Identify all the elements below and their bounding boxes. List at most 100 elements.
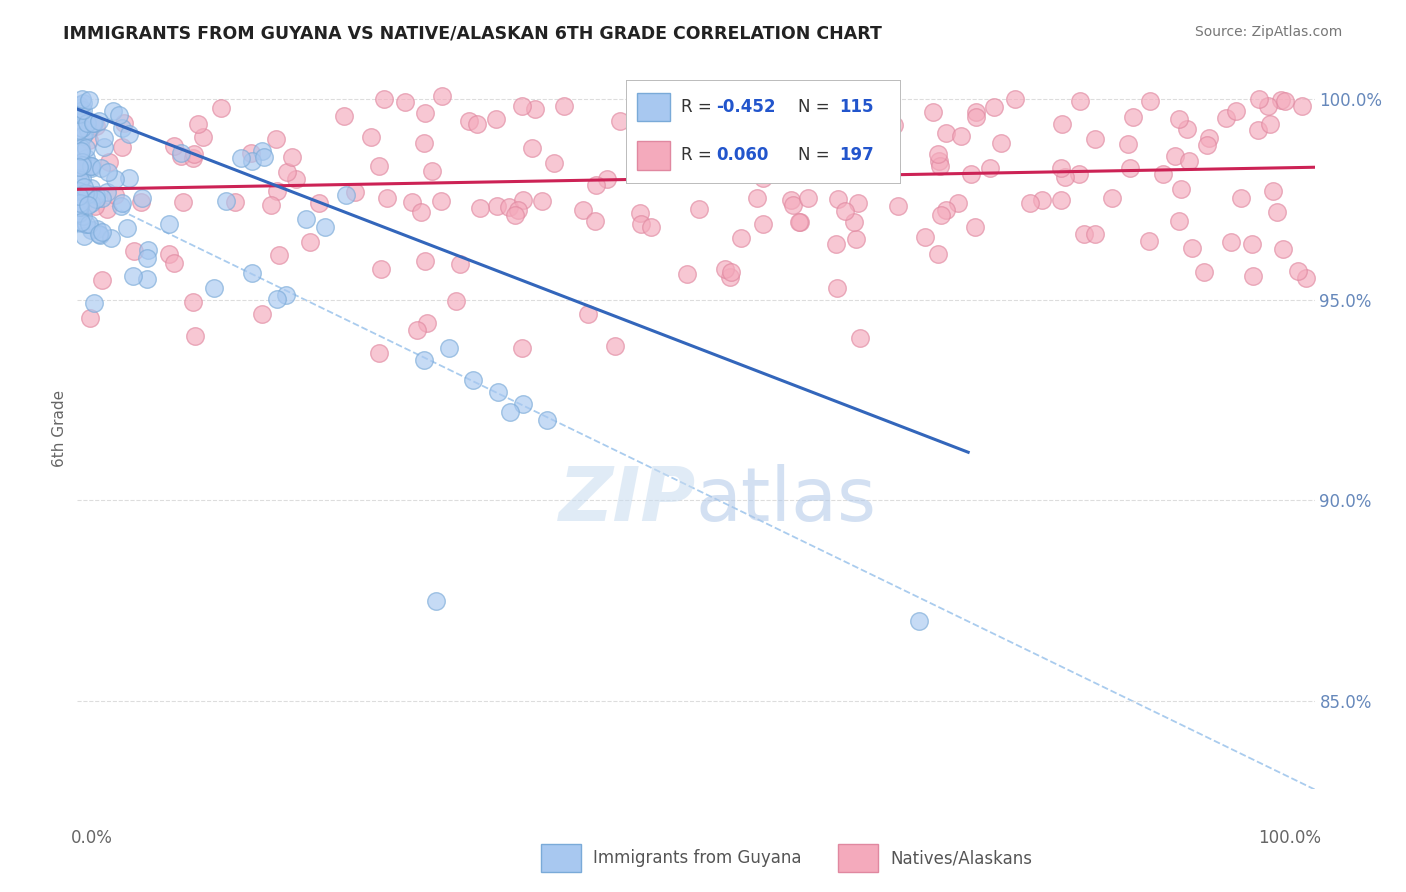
Point: [1152, 167, 1174, 181]
Point: [83, 296, 105, 310]
Point: [458, 114, 481, 128]
Point: [1031, 193, 1053, 207]
Point: [77, 133, 100, 147]
Point: [498, 200, 520, 214]
Point: [368, 160, 391, 174]
Point: [72, 103, 94, 117]
Point: [1246, 123, 1268, 137]
Point: [67, 186, 90, 200]
Point: [1084, 132, 1107, 146]
FancyBboxPatch shape: [541, 845, 581, 871]
Point: [572, 203, 595, 218]
Point: [73, 127, 96, 141]
Point: [1178, 153, 1201, 168]
Point: [585, 178, 607, 193]
Point: [250, 308, 273, 322]
Point: [80, 161, 103, 176]
Text: 0.0%: 0.0%: [72, 830, 112, 847]
Point: [69, 215, 91, 229]
Text: N =: N =: [799, 98, 835, 116]
Point: [929, 208, 952, 222]
Point: [83, 116, 105, 130]
Point: [506, 202, 529, 217]
Point: [1241, 237, 1264, 252]
Point: [827, 193, 849, 207]
Point: [80, 180, 103, 194]
Point: [825, 280, 848, 294]
Point: [108, 108, 131, 122]
Point: [77, 186, 100, 201]
Point: [163, 139, 186, 153]
Point: [1139, 94, 1161, 108]
Point: [1084, 227, 1107, 241]
Point: [817, 158, 839, 172]
Point: [1241, 268, 1264, 283]
Point: [1230, 191, 1253, 205]
Text: atlas: atlas: [696, 464, 877, 537]
Point: [430, 89, 453, 103]
Point: [1257, 99, 1279, 113]
Point: [914, 230, 936, 244]
Point: [181, 151, 204, 165]
Point: [865, 110, 887, 124]
Point: [93, 140, 115, 154]
Point: [887, 199, 910, 213]
Point: [224, 194, 246, 209]
Point: [280, 150, 302, 164]
Point: [769, 129, 792, 144]
Point: [360, 129, 382, 144]
Point: [69, 196, 91, 211]
Point: [1194, 265, 1216, 279]
Point: [96, 165, 118, 179]
Text: R =: R =: [681, 98, 717, 116]
Point: [842, 215, 865, 229]
Point: [89, 114, 111, 128]
Point: [468, 202, 491, 216]
Point: [675, 125, 697, 139]
Point: [72, 96, 94, 111]
Point: [118, 127, 141, 141]
Point: [699, 131, 721, 145]
Text: 197: 197: [839, 146, 875, 164]
Point: [333, 109, 356, 123]
Point: [449, 257, 471, 271]
Point: [79, 159, 101, 173]
Point: [96, 202, 118, 216]
Point: [735, 161, 758, 175]
Point: [463, 373, 485, 387]
Point: [69, 173, 91, 187]
Point: [308, 196, 330, 211]
Point: [89, 227, 111, 242]
Point: [1215, 111, 1237, 125]
Point: [91, 225, 114, 239]
Point: [70, 104, 93, 119]
Point: [335, 188, 357, 202]
Point: [67, 189, 90, 203]
Point: [67, 106, 90, 120]
Point: [183, 146, 205, 161]
Point: [172, 194, 194, 209]
Point: [129, 194, 152, 209]
Point: [1291, 99, 1313, 113]
Point: [512, 341, 534, 355]
Point: [928, 159, 950, 173]
Point: [267, 248, 290, 262]
Point: [510, 99, 533, 113]
Point: [1019, 196, 1042, 211]
Point: [75, 217, 97, 231]
Point: [1073, 227, 1095, 241]
Point: [90, 191, 112, 205]
Point: [718, 269, 741, 284]
Point: [927, 246, 949, 260]
Point: [596, 171, 619, 186]
Point: [1175, 122, 1198, 136]
Point: [907, 614, 929, 628]
Point: [136, 272, 159, 286]
Point: [69, 145, 91, 159]
Point: [1116, 137, 1139, 152]
Point: [69, 215, 91, 229]
Point: [1069, 94, 1091, 108]
Point: [80, 223, 103, 237]
Point: [522, 141, 544, 155]
Point: [846, 196, 869, 211]
